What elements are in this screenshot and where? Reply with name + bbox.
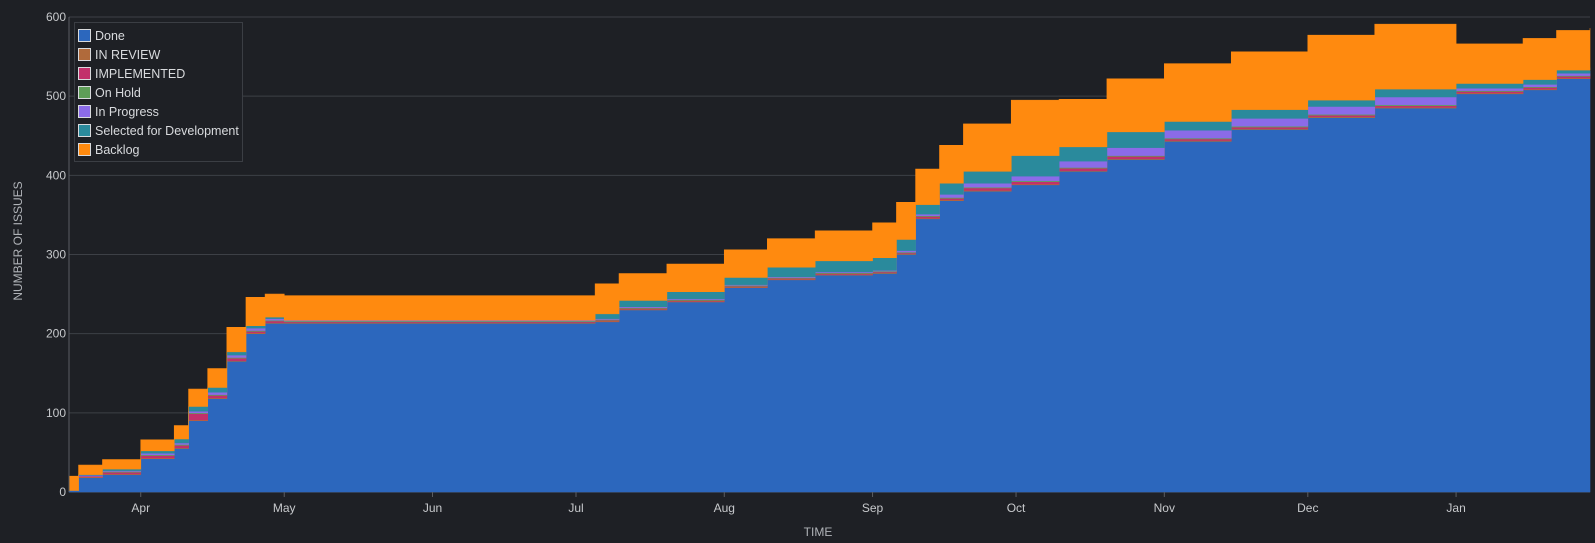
legend-swatch — [78, 124, 91, 137]
x-tick-label: Dec — [1297, 501, 1318, 515]
legend-swatch — [78, 67, 91, 80]
y-axis-title: NUMBER OF ISSUES — [11, 181, 25, 300]
legend-item[interactable]: Selected for Development — [78, 121, 239, 140]
x-tick-label: Jun — [423, 501, 442, 515]
legend-swatch — [78, 105, 91, 118]
legend-label: Backlog — [95, 142, 140, 157]
legend-item[interactable]: In Progress — [78, 102, 239, 121]
x-tick-label: Apr — [131, 501, 150, 515]
y-tick-label: 600 — [46, 10, 66, 24]
legend-swatch — [78, 48, 91, 61]
x-tick-label: Oct — [1007, 501, 1026, 515]
legend-item[interactable]: IMPLEMENTED — [78, 64, 239, 83]
y-tick-label: 300 — [46, 248, 66, 262]
x-tick-label: Aug — [714, 501, 735, 515]
legend-item[interactable]: Backlog — [78, 140, 239, 159]
axes: 0 100 200 300 400 500 600 Apr May Jun Jul Aug Sep Oct… — [46, 10, 1466, 515]
legend-item[interactable]: Done — [78, 26, 239, 45]
area-done — [68, 76, 1591, 493]
legend-label: Selected for Development — [95, 123, 239, 138]
x-tick-label: Sep — [862, 501, 884, 515]
legend-label: Done — [95, 28, 125, 43]
chart-legend: Done IN REVIEW IMPLEMENTED On Hold In Progre… — [74, 22, 243, 162]
x-tick-label: Jul — [568, 501, 583, 515]
area-backlog — [68, 23, 1591, 491]
y-tick-label: 0 — [59, 485, 66, 499]
legend-label: In Progress — [95, 104, 159, 119]
x-tick-label: May — [273, 501, 296, 515]
legend-swatch — [78, 143, 91, 156]
y-tick-label: 200 — [46, 327, 66, 341]
y-tick-label: 100 — [46, 406, 66, 420]
stacked-areas — [68, 23, 1591, 493]
x-axis-title: TIME — [804, 525, 833, 539]
y-tick-label: 500 — [46, 89, 66, 103]
legend-item[interactable]: IN REVIEW — [78, 45, 239, 64]
legend-item[interactable]: On Hold — [78, 83, 239, 102]
x-tick-label: Jan — [1446, 501, 1465, 515]
x-tick-label: Nov — [1154, 501, 1175, 515]
y-tick-label: 400 — [46, 168, 66, 182]
legend-swatch — [78, 29, 91, 42]
legend-label: IMPLEMENTED — [95, 66, 186, 81]
legend-label: IN REVIEW — [95, 47, 161, 62]
legend-swatch — [78, 86, 91, 99]
legend-label: On Hold — [95, 85, 141, 100]
